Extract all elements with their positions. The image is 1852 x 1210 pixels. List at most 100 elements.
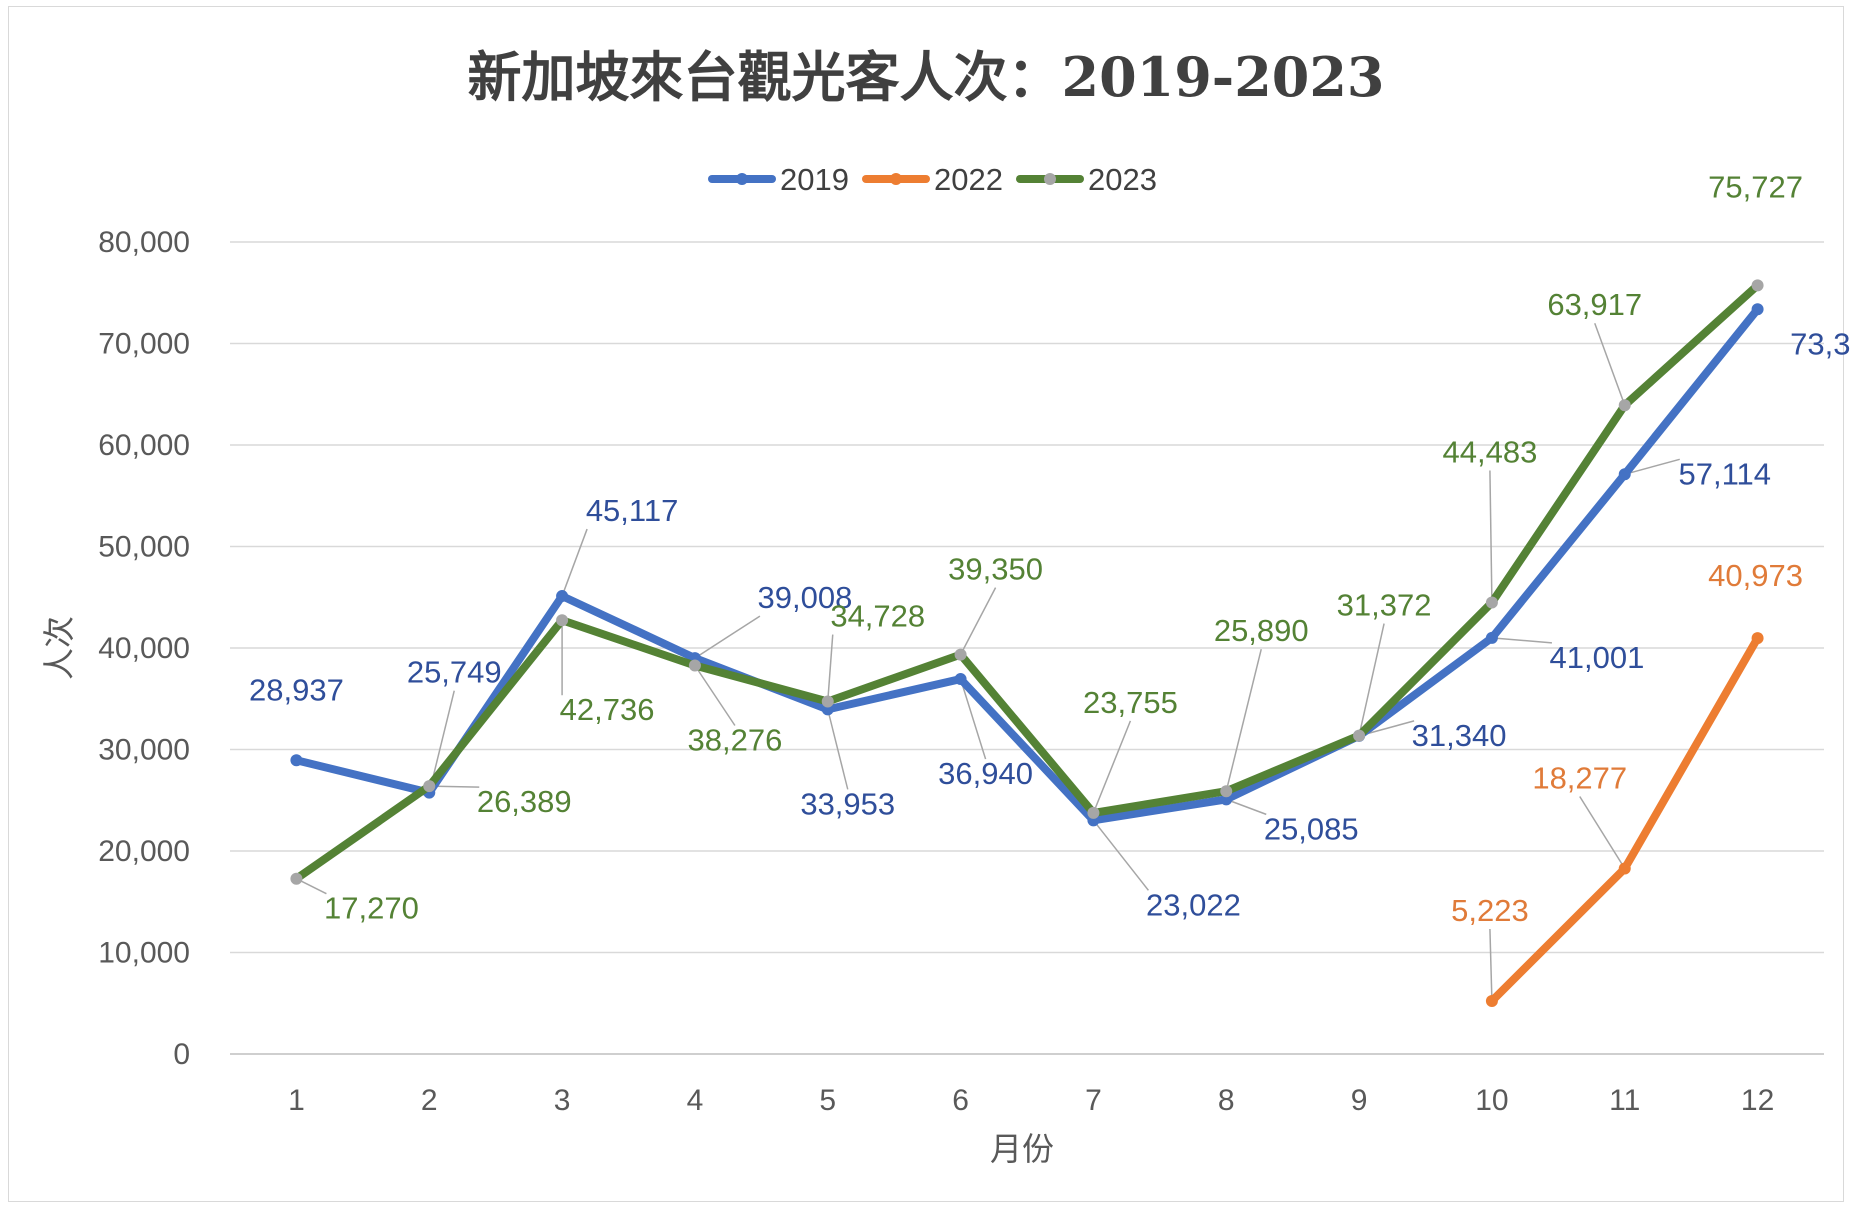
leader-line <box>561 528 588 597</box>
data-label-2019: 23,022 <box>1146 887 1241 922</box>
data-point-2023 <box>1618 399 1631 412</box>
data-point-2023 <box>556 614 569 627</box>
leader-line <box>1594 322 1626 406</box>
data-label-2023: 17,270 <box>324 891 419 926</box>
leader-line <box>1624 458 1680 476</box>
data-point-2023 <box>290 872 303 885</box>
legend-marker-2023 <box>1044 173 1056 185</box>
y-tick-label: 40,000 <box>98 632 190 665</box>
data-point-2019 <box>290 754 303 767</box>
legend-marker-2019 <box>736 173 748 185</box>
data-label-2019: 28,937 <box>249 672 344 707</box>
data-label-2023: 23,755 <box>1083 685 1178 720</box>
leader-line <box>1358 623 1385 736</box>
legend-label-2019: 2019 <box>780 162 849 197</box>
series-line-2023 <box>292 281 1762 883</box>
data-point-2023 <box>954 648 967 661</box>
data-point-2019 <box>1485 631 1498 644</box>
data-point-2023 <box>1087 806 1100 819</box>
leader-line <box>1489 470 1493 603</box>
data-point-2023 <box>821 695 834 708</box>
leader-line <box>1225 649 1262 792</box>
y-tick-label: 20,000 <box>98 835 190 868</box>
data-point-2022 <box>1751 632 1764 645</box>
data-label-2023: 44,483 <box>1443 434 1538 469</box>
data-label-2023: 34,728 <box>830 599 925 634</box>
series-line-2019 <box>292 305 1762 825</box>
x-tick-label: 4 <box>687 1084 704 1117</box>
data-label-2023: 42,736 <box>560 692 655 727</box>
data-point-2019 <box>1751 303 1764 316</box>
x-tick-label: 7 <box>1085 1084 1102 1117</box>
x-tick-label: 1 <box>288 1084 305 1117</box>
data-point-2023 <box>1485 596 1498 609</box>
x-axis-title: 月份 <box>990 1130 1054 1168</box>
data-label-2019: 31,340 <box>1412 718 1507 753</box>
leader-line <box>694 665 736 726</box>
x-tick-label: 11 <box>1609 1084 1640 1117</box>
data-label-2022: 40,973 <box>1708 558 1803 593</box>
data-label-2019: 25,749 <box>407 655 502 690</box>
chart-frame <box>8 6 1844 1202</box>
x-tick-label: 12 <box>1741 1084 1774 1117</box>
leader-line <box>827 634 834 702</box>
leader-line <box>827 709 849 790</box>
data-label-2019: 39,008 <box>758 580 853 615</box>
data-label-2019: 45,117 <box>586 493 679 528</box>
leader-line <box>1491 637 1552 644</box>
legend-label-2022: 2022 <box>934 162 1003 197</box>
x-axis-ticks: 1 2 3 4 5 6 7 8 9 10 11 12 <box>288 1084 1774 1117</box>
data-point-2023 <box>1353 729 1366 742</box>
data-point-2022 <box>1485 994 1498 1007</box>
gridlines <box>230 241 1824 1055</box>
data-point-2023 <box>423 780 436 793</box>
data-label-2023: 31,372 <box>1337 588 1432 623</box>
x-tick-label: 3 <box>554 1084 571 1117</box>
data-point-2019 <box>954 673 967 686</box>
data-label-2019: 25,085 <box>1264 811 1359 846</box>
data-point-2023 <box>688 659 701 672</box>
y-tick-label: 50,000 <box>98 531 190 564</box>
data-label-2019: 36,940 <box>938 756 1033 791</box>
data-label-2022: 18,277 <box>1532 760 1627 795</box>
y-tick-label: 80,000 <box>98 226 190 259</box>
data-label-2023: 39,350 <box>948 552 1043 587</box>
leader-line <box>1225 798 1267 816</box>
y-axis-ticks: 0 10,000 20,000 30,000 40,000 50,000 60,000 70,… <box>98 226 190 1071</box>
leader-line <box>694 615 761 659</box>
data-point-2023 <box>1751 279 1764 292</box>
leader-line <box>959 587 997 655</box>
x-tick-label: 5 <box>819 1084 836 1117</box>
chart-title: 新加坡來台觀光客人次：2019-2023 <box>468 45 1385 109</box>
data-label-2023: 25,890 <box>1214 613 1309 648</box>
x-tick-label: 6 <box>952 1084 969 1117</box>
data-label-2019: 41,001 <box>1550 640 1645 675</box>
y-axis-title: 人次 <box>40 616 78 680</box>
leader-line <box>1579 796 1626 869</box>
x-tick-label: 2 <box>421 1084 438 1117</box>
y-tick-label: 30,000 <box>98 734 190 767</box>
leader-line <box>959 678 987 760</box>
y-tick-label: 60,000 <box>98 429 190 462</box>
data-point-2019 <box>556 590 569 603</box>
data-label-2019: 33,953 <box>800 786 895 821</box>
data-label-2022: 5,223 <box>1451 893 1529 928</box>
leader-line <box>1489 928 1493 1002</box>
x-tick-label: 10 <box>1475 1084 1508 1117</box>
y-tick-label: 0 <box>173 1038 190 1071</box>
data-labels: 28,937 25,749 45,117 39,008 33,953 36,940 23,0… <box>249 169 1852 928</box>
data-label-2023: 38,276 <box>688 722 783 757</box>
data-label-2023: 75,727 <box>1708 169 1803 204</box>
legend-label-2023: 2023 <box>1088 162 1157 197</box>
y-tick-label: 10,000 <box>98 937 190 970</box>
data-label-2019: 57,114 <box>1678 456 1771 491</box>
x-tick-label: 9 <box>1351 1084 1368 1117</box>
leader-line <box>1092 720 1132 814</box>
data-label-2023: 63,917 <box>1547 287 1642 322</box>
legend: 2019 2022 2023 <box>708 162 1157 197</box>
x-tick-label: 8 <box>1218 1084 1235 1117</box>
data-label-2019: 73,369 <box>1790 326 1852 361</box>
legend-marker-2022 <box>890 173 902 185</box>
data-point-2022 <box>1618 862 1631 875</box>
